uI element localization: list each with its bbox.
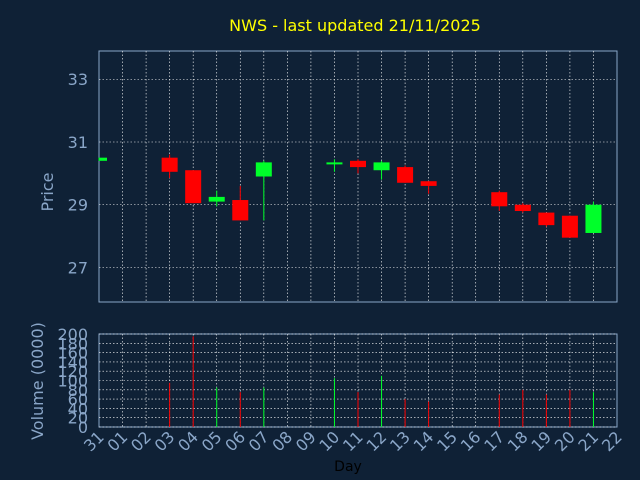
price-tick-label: 29 — [68, 196, 88, 215]
candle-body — [491, 192, 508, 207]
volume-tick-label: 40 — [68, 399, 88, 418]
day-axis-label: Day — [334, 459, 362, 475]
price-panel: 27 29 31 33 — [68, 50, 618, 303]
candle-body — [420, 181, 437, 186]
volume-tick-label: 160 — [57, 344, 88, 363]
candle-body — [350, 160, 366, 168]
volume-tick-label: 80 — [68, 381, 88, 400]
candle-body — [208, 196, 225, 202]
price-tick-label: 31 — [68, 133, 88, 152]
candle-body — [255, 162, 272, 177]
volume-axis-label: Volume (0000) — [28, 322, 47, 440]
candle-body — [232, 200, 249, 221]
volume-panel: 0204060801001201401601802003101020304050… — [57, 325, 625, 455]
price-tick-label: 27 — [68, 258, 88, 277]
price-tick-label: 33 — [68, 70, 88, 89]
candle-body — [561, 215, 578, 238]
price-axis-label: Price — [38, 172, 57, 211]
candle-body — [538, 212, 555, 226]
candle-body — [373, 162, 390, 171]
volume-tick-label: 0 — [78, 418, 88, 437]
candle-body — [326, 162, 343, 165]
chart-title: NWS - last updated 21/11/2025 — [229, 16, 481, 35]
volume-tick-label: 20 — [68, 409, 88, 428]
candle-body — [585, 204, 602, 233]
candle-body — [185, 170, 202, 204]
candle-body — [397, 167, 414, 183]
day-tick-label: 22 — [598, 427, 626, 455]
candle-body — [161, 157, 178, 172]
price-plot-frame — [98, 50, 618, 303]
volume-tick-label: 120 — [57, 362, 88, 381]
volume-tick-label: 200 — [57, 325, 88, 344]
volume-tick-label: 140 — [57, 353, 88, 372]
volume-tick-label: 180 — [57, 334, 88, 353]
candle-body — [514, 204, 531, 212]
volume-tick-label: 60 — [68, 390, 88, 409]
volume-tick-label: 100 — [57, 372, 88, 391]
candle-body — [99, 157, 107, 161]
